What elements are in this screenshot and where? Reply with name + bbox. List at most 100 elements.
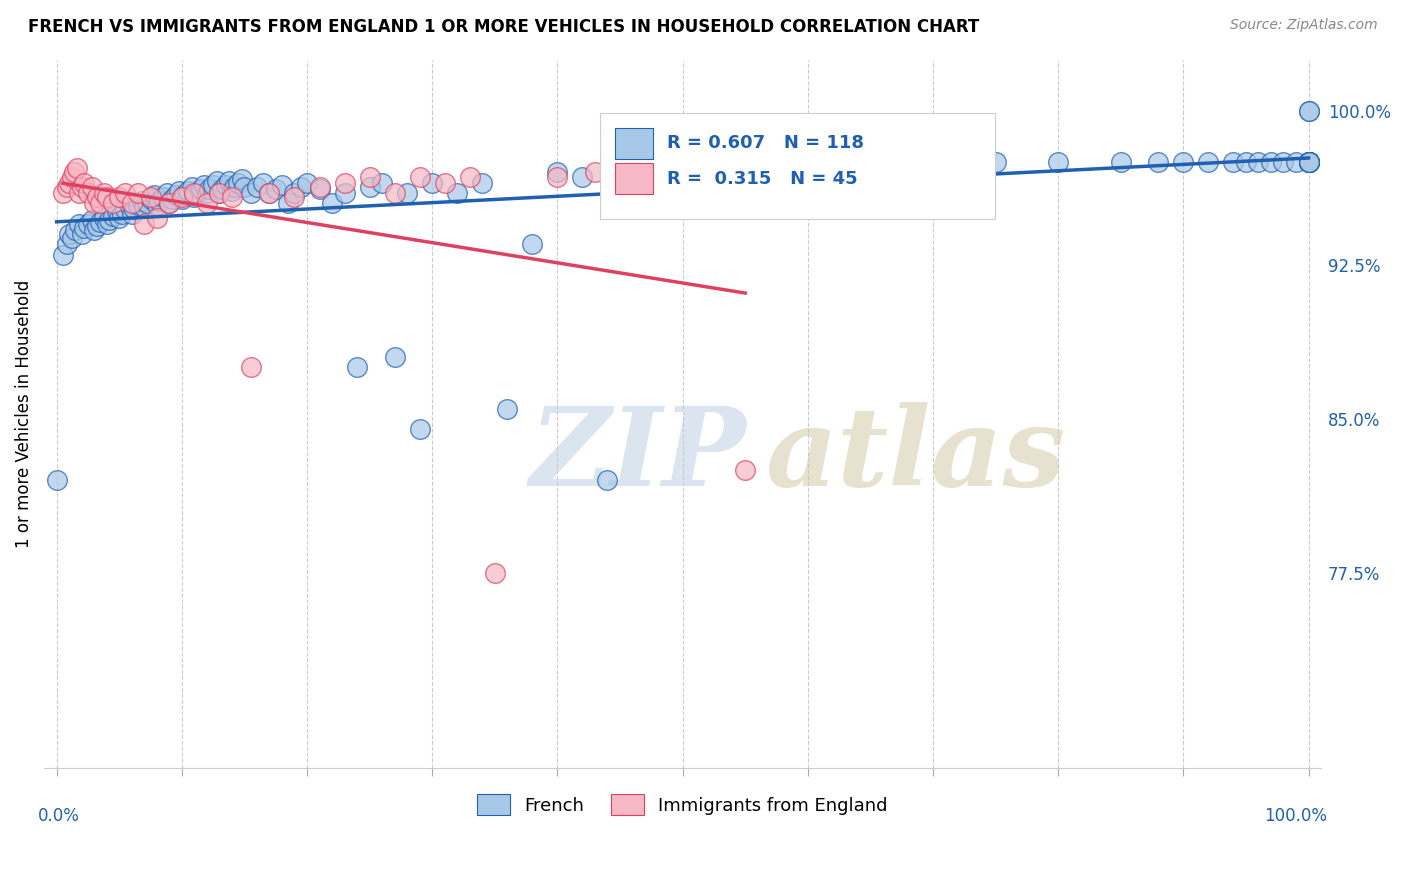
Point <box>231 171 253 186</box>
Point <box>93 211 115 225</box>
Point <box>55 179 77 194</box>
Text: FRENCH VS IMMIGRANTS FROM ENGLAND 1 OR MORE VEHICLES IN HOUSEHOLD CORRELATION CH: FRENCH VS IMMIGRANTS FROM ENGLAND 1 OR M… <box>28 18 980 36</box>
Point <box>89 215 111 229</box>
Point <box>190 182 212 196</box>
Point <box>86 219 108 233</box>
Point <box>186 186 208 200</box>
Point <box>1197 155 1219 169</box>
Point <box>226 176 249 190</box>
Point <box>308 179 330 194</box>
Text: R =  0.315   N = 45: R = 0.315 N = 45 <box>668 169 858 187</box>
Point <box>183 190 205 204</box>
Point <box>420 176 443 190</box>
Point <box>105 204 128 219</box>
Point <box>152 190 174 204</box>
Point <box>246 179 269 194</box>
Point <box>647 155 669 169</box>
Point <box>193 178 215 192</box>
Point <box>157 196 180 211</box>
Point <box>183 186 205 200</box>
Point <box>1272 155 1295 169</box>
Point <box>333 186 356 200</box>
Point <box>1298 155 1320 169</box>
Point <box>52 247 75 261</box>
Point <box>239 360 262 375</box>
Point <box>134 217 156 231</box>
Point <box>55 237 77 252</box>
Point <box>218 174 240 188</box>
Point <box>359 169 381 184</box>
Point <box>346 360 368 375</box>
Text: ZIP: ZIP <box>529 402 747 510</box>
Point <box>1298 103 1320 118</box>
Point <box>146 198 169 212</box>
Point <box>1260 155 1282 169</box>
Point <box>173 188 195 202</box>
Point <box>58 176 80 190</box>
Point <box>67 186 90 200</box>
Point <box>98 212 121 227</box>
FancyBboxPatch shape <box>614 163 654 194</box>
Point <box>696 155 718 169</box>
Point <box>772 155 794 169</box>
Point <box>1234 155 1257 169</box>
Point <box>1298 155 1320 169</box>
Point <box>114 186 136 200</box>
FancyBboxPatch shape <box>599 112 995 219</box>
Point <box>73 220 96 235</box>
Point <box>114 202 136 217</box>
Point <box>408 169 430 184</box>
Point <box>321 196 343 211</box>
Point <box>208 186 231 200</box>
Point <box>58 227 80 241</box>
Point <box>408 422 430 436</box>
Point <box>135 196 157 211</box>
Point <box>148 194 170 209</box>
Point <box>221 190 243 204</box>
Point <box>458 169 481 184</box>
Point <box>157 196 180 211</box>
Point <box>308 182 330 196</box>
Point <box>211 182 233 196</box>
Point <box>734 165 756 179</box>
Point <box>83 223 105 237</box>
Point <box>984 155 1007 169</box>
Point <box>259 186 281 200</box>
Point <box>139 190 162 204</box>
Point <box>198 182 221 196</box>
Point <box>290 179 312 194</box>
Point <box>146 211 169 225</box>
Point <box>384 350 406 364</box>
Point <box>859 155 882 169</box>
Point <box>65 223 87 237</box>
Point <box>446 186 468 200</box>
Point <box>170 190 193 204</box>
Point <box>1298 155 1320 169</box>
Point <box>60 169 83 184</box>
Point <box>484 566 506 580</box>
Point <box>70 179 93 194</box>
Point <box>1147 155 1170 169</box>
Point <box>283 190 305 204</box>
Point <box>165 188 187 202</box>
Point <box>252 176 274 190</box>
Point <box>170 192 193 206</box>
Point <box>571 169 593 184</box>
Point <box>156 186 179 200</box>
Point <box>121 206 143 220</box>
Text: R = 0.607   N = 118: R = 0.607 N = 118 <box>668 134 865 153</box>
Text: Source: ZipAtlas.com: Source: ZipAtlas.com <box>1230 18 1378 32</box>
Point <box>83 196 105 211</box>
Point <box>108 211 131 225</box>
Point <box>96 190 118 204</box>
Point <box>80 179 103 194</box>
Point <box>1298 103 1320 118</box>
Point <box>127 186 149 200</box>
Point <box>101 209 124 223</box>
Point <box>127 198 149 212</box>
Point <box>734 463 756 477</box>
Point <box>52 186 75 200</box>
Point <box>834 165 856 179</box>
Point <box>1047 155 1070 169</box>
Point <box>195 196 218 211</box>
